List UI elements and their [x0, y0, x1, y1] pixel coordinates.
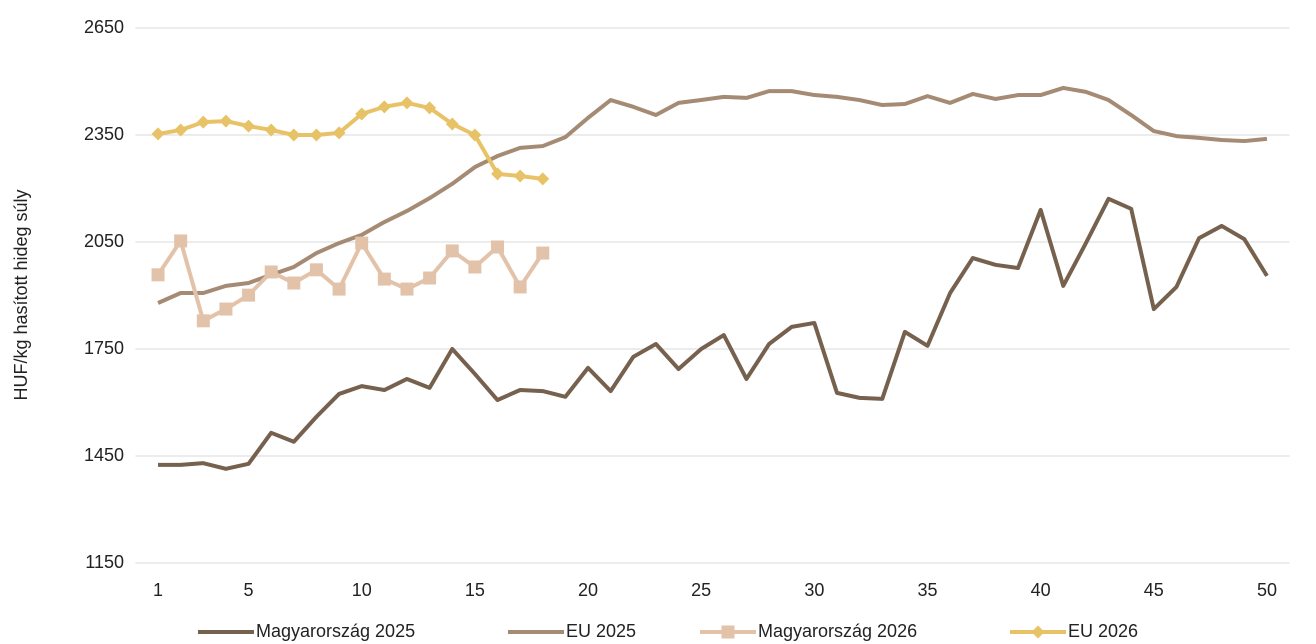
marker	[332, 282, 346, 296]
marker	[174, 234, 188, 248]
marker	[513, 280, 527, 294]
y-tick-label: 2350	[84, 124, 124, 144]
marker	[400, 96, 414, 110]
marker	[309, 128, 323, 142]
marker	[355, 107, 369, 121]
y-tick-label: 1450	[84, 445, 124, 465]
marker	[445, 244, 459, 258]
marker	[536, 172, 550, 186]
marker	[151, 268, 165, 282]
marker	[287, 128, 301, 142]
y-tick-label: 1750	[84, 338, 124, 358]
marker	[400, 282, 414, 296]
marker	[264, 265, 278, 279]
series-line	[156, 238, 545, 323]
legend-label: EU 2025	[566, 621, 636, 641]
marker	[174, 123, 188, 137]
x-tick-label: 30	[804, 580, 824, 600]
marker	[151, 127, 165, 141]
marker	[377, 272, 391, 286]
marker	[468, 260, 482, 274]
marker	[242, 119, 256, 133]
marker	[242, 288, 256, 302]
marker	[491, 240, 505, 254]
y-axis-label: HUF/kg hasított hideg súly	[11, 189, 31, 400]
series-line	[157, 100, 544, 181]
marker	[1031, 625, 1045, 639]
marker	[219, 114, 233, 128]
marker	[219, 302, 233, 316]
marker	[513, 169, 527, 183]
marker	[196, 314, 210, 328]
marker	[491, 167, 505, 181]
x-tick-label: 15	[465, 580, 485, 600]
marker	[309, 263, 323, 277]
x-tick-label: 20	[578, 580, 598, 600]
x-tick-label: 45	[1144, 580, 1164, 600]
series-line	[158, 196, 1269, 471]
x-tick-label: 25	[691, 580, 711, 600]
legend-label: Magyarország 2026	[758, 621, 917, 641]
marker	[355, 236, 369, 250]
x-tick-label: 5	[244, 580, 254, 600]
marker	[423, 101, 437, 115]
series-line	[157, 85, 1268, 305]
marker	[377, 100, 391, 114]
marker	[196, 115, 210, 129]
y-tick-label: 2050	[84, 231, 124, 251]
legend-label: EU 2026	[1068, 621, 1138, 641]
x-tick-label: 40	[1031, 580, 1051, 600]
x-tick-label: 10	[352, 580, 372, 600]
x-tick-label: 1	[153, 580, 163, 600]
marker	[264, 123, 278, 137]
marker	[287, 276, 301, 290]
marker	[468, 128, 482, 142]
marker	[721, 625, 735, 639]
x-tick-label: 35	[917, 580, 937, 600]
marker	[536, 246, 550, 260]
x-tick-label: 50	[1257, 580, 1277, 600]
y-tick-label: 1150	[85, 552, 124, 572]
marker	[445, 117, 459, 131]
legend-label: Magyarország 2025	[256, 621, 415, 641]
marker	[332, 126, 346, 140]
y-tick-label: 2650	[84, 17, 124, 37]
marker	[423, 271, 437, 285]
